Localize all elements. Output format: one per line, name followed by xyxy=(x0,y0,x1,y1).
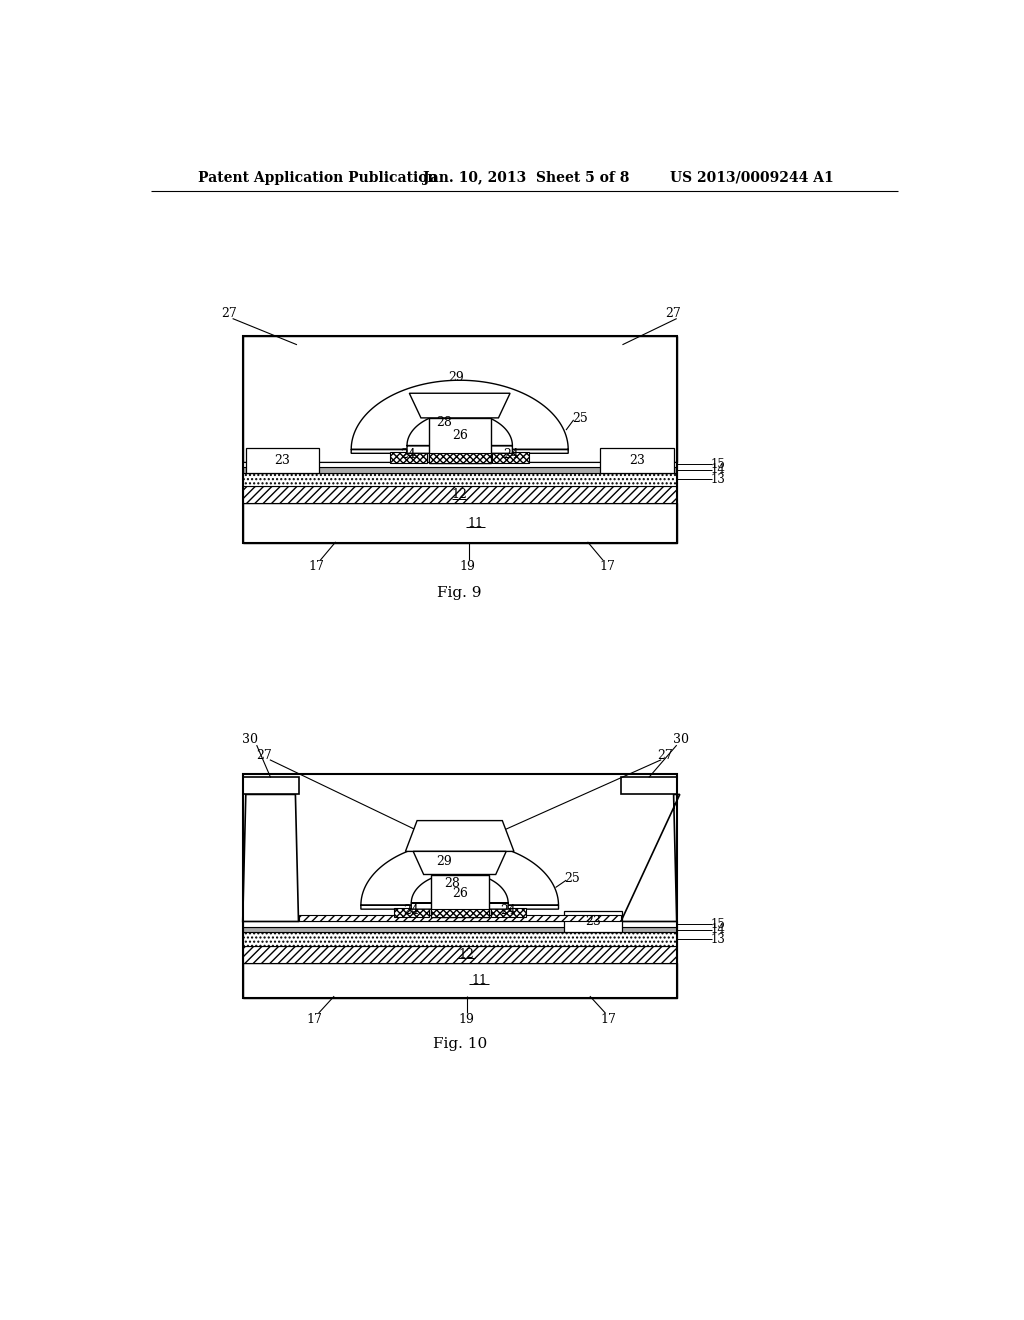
Polygon shape xyxy=(414,851,506,875)
Text: US 2013/0009244 A1: US 2013/0009244 A1 xyxy=(671,170,835,185)
Bar xyxy=(431,909,488,917)
Text: Jan. 10, 2013  Sheet 5 of 8: Jan. 10, 2013 Sheet 5 of 8 xyxy=(423,170,629,185)
Text: 27: 27 xyxy=(665,308,681,321)
Bar xyxy=(600,447,674,473)
Text: 19: 19 xyxy=(460,560,475,573)
Text: 25: 25 xyxy=(564,873,581,886)
Bar xyxy=(493,451,529,462)
Bar xyxy=(243,487,677,503)
Text: 27: 27 xyxy=(221,308,237,321)
Polygon shape xyxy=(243,795,299,921)
Bar xyxy=(243,777,299,795)
Text: Patent Application Publication: Patent Application Publication xyxy=(198,170,437,185)
Bar xyxy=(429,453,490,462)
Text: 23: 23 xyxy=(586,915,601,928)
Text: 24: 24 xyxy=(400,449,417,462)
Bar xyxy=(243,921,677,927)
Text: 17: 17 xyxy=(306,1012,322,1026)
Text: 17: 17 xyxy=(599,560,614,573)
Text: 29: 29 xyxy=(447,371,464,384)
Polygon shape xyxy=(406,821,514,851)
Text: 19: 19 xyxy=(458,1012,474,1026)
Bar xyxy=(490,908,525,917)
Bar xyxy=(429,418,490,462)
Bar xyxy=(243,775,677,998)
Text: 15: 15 xyxy=(711,917,725,931)
Polygon shape xyxy=(360,842,558,909)
Bar xyxy=(431,874,488,917)
Text: 13: 13 xyxy=(711,473,725,486)
Polygon shape xyxy=(351,380,568,453)
Bar xyxy=(243,473,677,487)
Text: 13: 13 xyxy=(711,933,725,945)
Text: 29: 29 xyxy=(436,855,452,869)
Text: 30: 30 xyxy=(243,733,258,746)
Bar xyxy=(621,777,677,795)
Bar xyxy=(243,932,677,946)
Text: 17: 17 xyxy=(308,560,325,573)
Polygon shape xyxy=(407,412,512,453)
Text: 24: 24 xyxy=(500,904,516,917)
Text: 12: 12 xyxy=(452,488,468,502)
Text: 27: 27 xyxy=(657,748,673,762)
Bar xyxy=(243,946,677,964)
Text: 28: 28 xyxy=(444,876,461,890)
Bar xyxy=(390,451,427,462)
Polygon shape xyxy=(412,873,508,909)
Text: 26: 26 xyxy=(452,429,468,442)
Bar xyxy=(564,911,623,932)
Text: Fig. 9: Fig. 9 xyxy=(437,586,482,601)
Text: 14: 14 xyxy=(711,923,725,936)
Bar xyxy=(246,447,319,473)
Text: 26: 26 xyxy=(452,887,468,900)
Bar xyxy=(243,335,677,544)
Bar xyxy=(243,462,677,467)
Text: 30: 30 xyxy=(673,733,688,746)
Text: 23: 23 xyxy=(629,454,645,467)
Bar xyxy=(243,927,677,932)
Polygon shape xyxy=(410,393,510,418)
Bar xyxy=(243,467,677,473)
Text: 17: 17 xyxy=(600,1012,616,1026)
Text: 14: 14 xyxy=(711,463,725,477)
Polygon shape xyxy=(621,795,680,921)
Text: 11: 11 xyxy=(471,974,487,987)
Text: 23: 23 xyxy=(274,454,291,467)
Bar xyxy=(243,503,677,544)
Bar xyxy=(299,915,621,921)
Bar xyxy=(243,335,677,462)
Text: 24: 24 xyxy=(403,904,419,917)
Text: 24: 24 xyxy=(503,449,519,462)
Bar xyxy=(394,908,429,917)
Text: 11: 11 xyxy=(467,517,483,529)
Bar xyxy=(243,964,677,998)
Text: 27: 27 xyxy=(257,748,272,762)
Text: Fig. 10: Fig. 10 xyxy=(432,1038,486,1051)
Text: 12: 12 xyxy=(458,948,474,961)
Text: 15: 15 xyxy=(711,458,725,471)
Text: 28: 28 xyxy=(436,416,452,429)
Text: 25: 25 xyxy=(572,412,588,425)
